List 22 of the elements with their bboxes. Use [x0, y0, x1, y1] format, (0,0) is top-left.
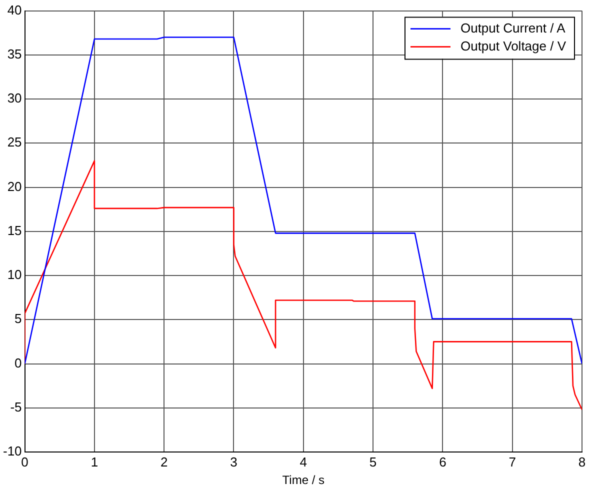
y-tick-label: 0	[14, 355, 22, 370]
y-tick-label: 5	[14, 311, 22, 326]
x-tick-label: 1	[90, 454, 98, 470]
x-tick-label: 6	[439, 454, 446, 470]
y-tick-label: 10	[7, 267, 22, 282]
y-tick-label: 30	[7, 90, 22, 106]
y-tick-label: -5	[10, 399, 22, 414]
x-tick-label: 7	[508, 454, 516, 470]
y-tick-label: 25	[7, 134, 22, 150]
legend-label: Output Voltage / V	[460, 38, 566, 54]
legend-label: Output Current / A	[460, 20, 566, 36]
x-tick-label: 3	[230, 454, 238, 470]
y-tick-label: 20	[7, 178, 22, 194]
x-tick-label: 5	[369, 454, 377, 470]
x-tick-label: 8	[578, 454, 586, 470]
y-tick-label: 15	[7, 222, 22, 238]
x-tick-label: 2	[160, 454, 168, 470]
y-tick-label: -10	[2, 444, 22, 459]
y-tick-label: 40	[7, 2, 22, 18]
x-tick-label: 4	[300, 454, 308, 470]
x-axis-title: Time / s	[282, 473, 325, 488]
y-tick-label: 35	[7, 46, 22, 62]
